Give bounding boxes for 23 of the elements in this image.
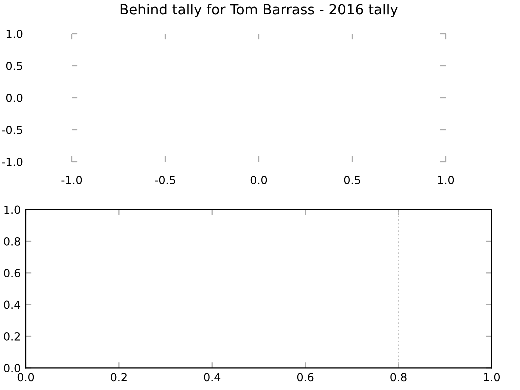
y-tick-label: 0.5: [6, 62, 22, 70]
x-tick-label: 0.2: [111, 373, 127, 382]
y-tick-label: 0.4: [4, 300, 21, 310]
x-tick-label: 1.0: [484, 373, 500, 382]
y-tick-label: 0.2: [4, 332, 20, 341]
x-tick-label: 0.5: [344, 176, 360, 184]
chart-title: Behind tally for Tom Barrass - 2016 tally: [120, 4, 398, 18]
y-tick-label: -1.0: [2, 158, 23, 166]
x-tick-label: -0.5: [155, 176, 176, 184]
y-tick-label: 0.0: [4, 364, 20, 373]
y-tick-label: 1.0: [6, 30, 23, 38]
x-tick-label: 0.6: [297, 373, 314, 382]
x-tick-label: 0.8: [390, 373, 407, 382]
y-tick-label: 0.8: [4, 237, 20, 246]
x-tick-label: 1.0: [438, 176, 454, 184]
y-tick-label: -0.5: [2, 126, 22, 134]
y-tick-label: 1.0: [4, 206, 20, 214]
x-tick-label: -1.0: [62, 176, 82, 184]
x-tick-label: 0.4: [204, 373, 221, 382]
y-tick-label: 0.6: [4, 269, 20, 278]
x-tick-label: 0.0: [18, 373, 34, 382]
x-tick-label: 0.0: [250, 176, 268, 184]
y-tick-label: 0.0: [6, 94, 23, 102]
